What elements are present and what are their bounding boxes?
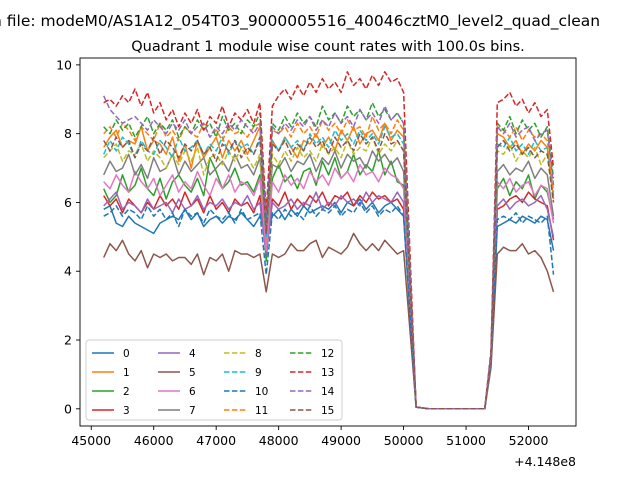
legend-label-15: 15 xyxy=(321,405,334,417)
y-tick-label: 10 xyxy=(56,57,72,72)
legend-label-1: 1 xyxy=(123,367,130,379)
legend-label-12: 12 xyxy=(321,348,334,360)
series-layer xyxy=(103,71,555,410)
x-tick-label: 52000 xyxy=(509,433,549,448)
legend-label-2: 2 xyxy=(123,386,130,398)
x-offset-label: +4.148e8 xyxy=(514,454,576,469)
legend-label-11: 11 xyxy=(255,405,268,417)
figure-suptitle: n file: modeM0/AS1A12_054T03_9000005516_… xyxy=(0,12,600,31)
legend-box xyxy=(85,339,343,421)
y-tick-label: 4 xyxy=(64,264,72,279)
x-tick-label: 51000 xyxy=(446,433,486,448)
chart-title: Quadrant 1 module wise count rates with … xyxy=(131,39,525,55)
y-tick-label: 2 xyxy=(64,333,72,348)
y-tick-label: 8 xyxy=(64,126,72,141)
x-tick-label: 49000 xyxy=(321,433,361,448)
x-tick-label: 45000 xyxy=(71,433,111,448)
x-tick-label: 46000 xyxy=(134,433,174,448)
axes-layer: 45000 46000 47000 48000 49000 50000 51000 52000… xyxy=(56,57,577,448)
x-tick-label: 50000 xyxy=(384,433,424,448)
legend-label-6: 6 xyxy=(189,386,196,398)
x-tick-label: 48000 xyxy=(259,433,299,448)
legend-label-8: 8 xyxy=(255,348,262,360)
legend-label-3: 3 xyxy=(123,405,130,417)
axes-frame xyxy=(79,57,577,427)
legend-label-0: 0 xyxy=(123,348,130,360)
y-tick-label: 6 xyxy=(64,195,72,210)
legend-label-10: 10 xyxy=(255,386,268,398)
legend-label-7: 7 xyxy=(189,405,196,417)
legend-label-9: 9 xyxy=(255,367,262,379)
y-tick-label: 0 xyxy=(64,401,72,416)
series-line-14 xyxy=(103,95,555,410)
x-tick-label: 47000 xyxy=(196,433,236,448)
series-line-15 xyxy=(103,132,555,410)
legend-label-5: 5 xyxy=(189,367,196,379)
legend-label-4: 4 xyxy=(189,348,196,360)
legend-label-14: 14 xyxy=(321,386,335,398)
legend-label-13: 13 xyxy=(321,367,334,379)
